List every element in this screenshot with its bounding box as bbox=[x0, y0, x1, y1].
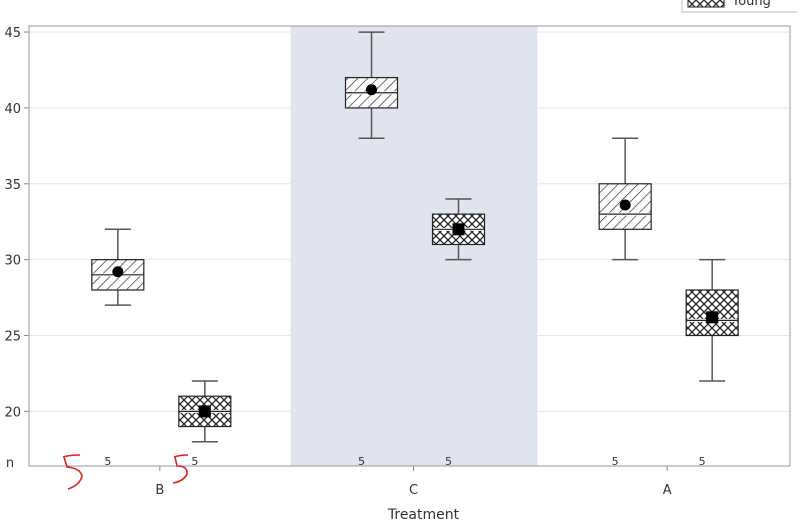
highlight-band bbox=[290, 26, 538, 466]
y-tick-label: 25 bbox=[4, 330, 21, 345]
box-young-B-n: 5 bbox=[191, 455, 198, 468]
legend: Young bbox=[681, 0, 797, 13]
y-tick-label: 20 bbox=[4, 405, 21, 420]
x-tick-label: C bbox=[409, 483, 418, 498]
x-tick-label: A bbox=[663, 483, 672, 498]
box-young-B-mean bbox=[198, 405, 211, 418]
box-old-A-mean bbox=[619, 199, 631, 211]
box-old-A-n: 5 bbox=[612, 455, 619, 468]
box-old-C-n: 5 bbox=[358, 455, 365, 468]
x-axis-label: Treatment bbox=[387, 507, 460, 521]
x-tick-label: B bbox=[155, 483, 164, 498]
y-tick-label: 45 bbox=[4, 26, 21, 41]
n-row-label: n bbox=[6, 456, 14, 471]
box-old-C-mean bbox=[366, 84, 377, 96]
plot-frame bbox=[28, 25, 791, 467]
handwritten-annotations bbox=[62, 454, 189, 490]
box-young-C-mean bbox=[452, 223, 465, 236]
legend-swatch-young bbox=[687, 0, 725, 8]
legend-label-young: Young bbox=[731, 0, 771, 9]
handwritten-mark-1 bbox=[62, 454, 83, 490]
box-young-A-n: 5 bbox=[699, 455, 706, 468]
y-tick-label: 30 bbox=[4, 254, 21, 269]
y-tick-label: 40 bbox=[4, 102, 21, 117]
y-tick-label: 35 bbox=[4, 178, 21, 193]
handwritten-mark-2 bbox=[172, 454, 189, 484]
box-young-A-mean bbox=[706, 311, 719, 324]
box-old-B-mean bbox=[112, 266, 124, 278]
box-old-B-n: 5 bbox=[104, 455, 111, 468]
box-young-C-n: 5 bbox=[445, 455, 452, 468]
